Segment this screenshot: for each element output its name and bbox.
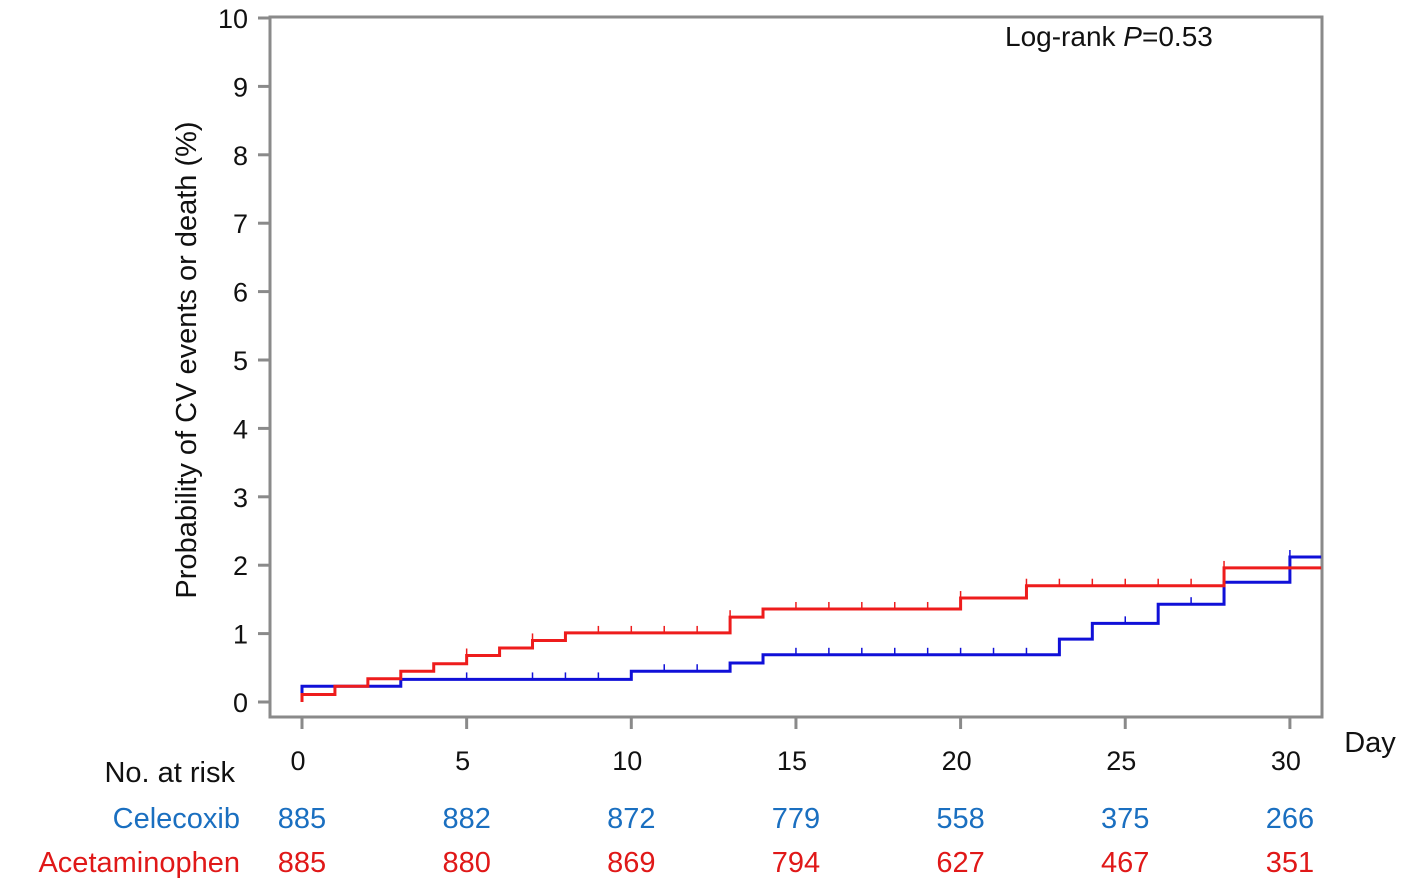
y-tick-label: 3 <box>233 483 248 513</box>
x-axis-title: Day <box>1344 727 1396 759</box>
x-tick-label: 0 <box>290 746 305 776</box>
risk-value: 794 <box>772 847 820 879</box>
y-tick-label: 8 <box>233 141 248 171</box>
risk-value: 627 <box>936 847 984 879</box>
risk-value: 885 <box>278 847 326 879</box>
y-tick-label: 10 <box>218 4 248 34</box>
x-tick-label: 5 <box>455 746 470 776</box>
y-tick-label: 2 <box>233 551 248 581</box>
x-tick-label: 20 <box>942 746 972 776</box>
risk-value: 467 <box>1101 847 1149 879</box>
risk-value: 882 <box>442 803 490 835</box>
y-tick-label: 1 <box>233 620 248 650</box>
risk-table-title: No. at risk <box>104 757 235 789</box>
series-layer <box>300 549 1322 702</box>
y-tick-label: 0 <box>233 688 248 718</box>
risk-value: 266 <box>1266 803 1314 835</box>
series-line-celecoxib <box>300 555 1322 702</box>
y-axis: 0 1 2 3 4 5 6 7 8 9 10 <box>218 4 270 718</box>
logrank-prefix: Log-rank <box>1005 21 1123 52</box>
risk-value: 885 <box>278 803 326 835</box>
risk-table: No. at risk Celecoxib 885 882 872 779 558 375 2… <box>38 757 1314 879</box>
risk-value: 869 <box>607 847 655 879</box>
logrank-value: =0.53 <box>1142 21 1213 52</box>
x-tick-label: 15 <box>777 746 807 776</box>
series-line-acetaminophen <box>300 566 1322 702</box>
y-tick-label: 7 <box>233 209 248 239</box>
risk-value: 872 <box>607 803 655 835</box>
plot-frame <box>268 15 1324 719</box>
y-tick-label: 4 <box>233 414 248 444</box>
risk-value: 351 <box>1266 847 1314 879</box>
x-axis: 0 5 10 15 20 25 30 <box>290 717 1301 776</box>
x-tick-label: 30 <box>1271 746 1301 776</box>
risk-row-label: Celecoxib <box>113 803 240 835</box>
logrank-p-italic: P <box>1123 21 1142 52</box>
x-tick-label: 10 <box>612 746 642 776</box>
risk-value: 880 <box>442 847 490 879</box>
logrank-annotation: Log-rank P=0.53 <box>1005 21 1213 52</box>
risk-row-label: Acetaminophen <box>38 847 240 879</box>
x-tick-label: 25 <box>1106 746 1136 776</box>
risk-value: 558 <box>936 803 984 835</box>
y-tick-label: 6 <box>233 278 248 308</box>
risk-value: 779 <box>772 803 820 835</box>
y-tick-label: 5 <box>233 346 248 376</box>
risk-value: 375 <box>1101 803 1149 835</box>
y-tick-label: 9 <box>233 72 248 102</box>
y-axis-title: Probability of CV events or death (%) <box>171 121 203 598</box>
